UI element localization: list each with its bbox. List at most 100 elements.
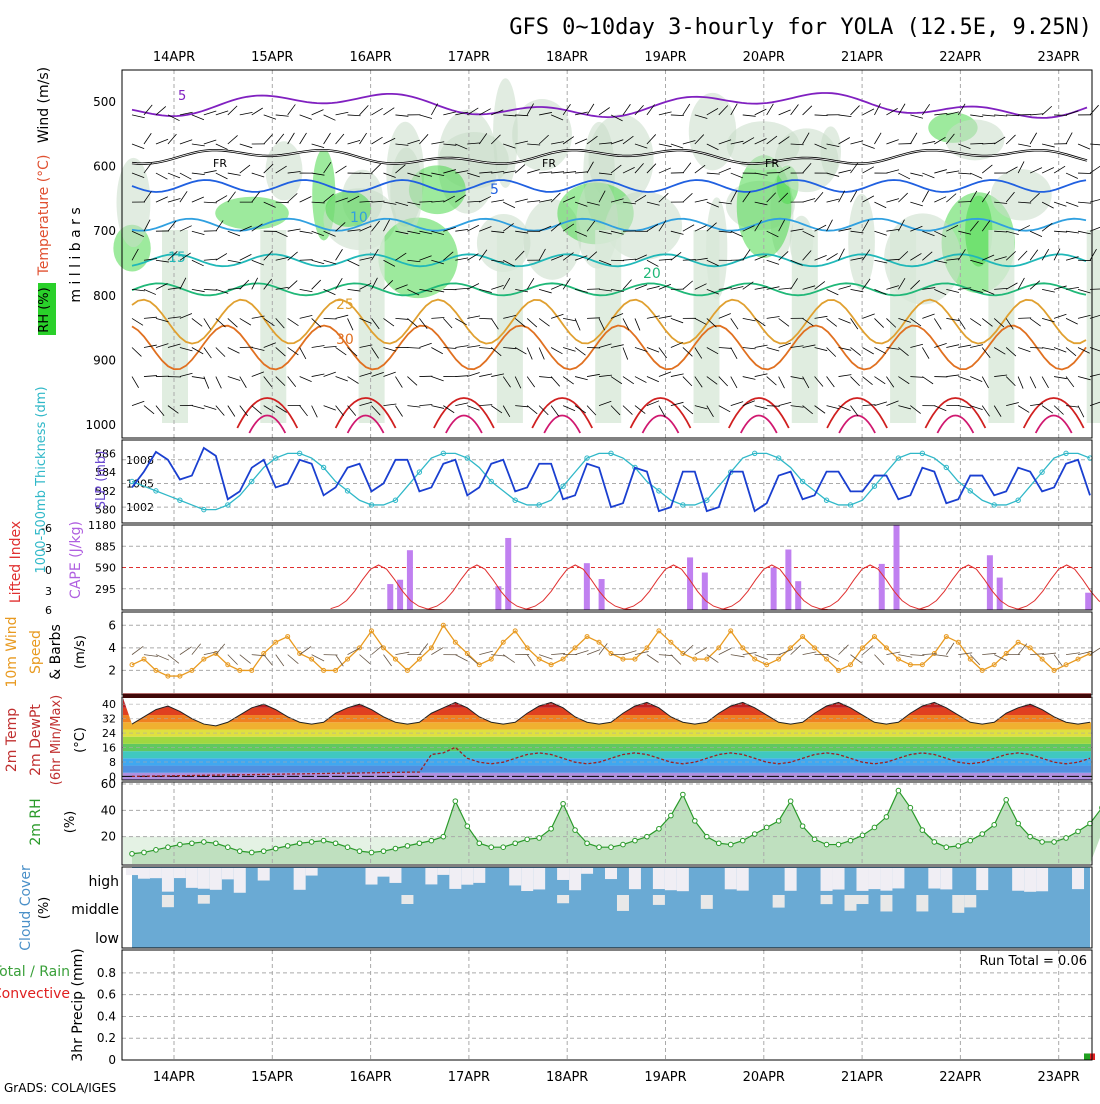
cape-tick: 295: [95, 583, 116, 596]
date-label-bottom: 21APR: [841, 1070, 883, 1085]
rh-point: [381, 849, 386, 854]
rh-point: [130, 851, 135, 856]
panel-frame-wnd: [122, 612, 1092, 695]
panel-frame-slp: [122, 440, 1092, 523]
wind10m-label: 10m Wind: [4, 616, 20, 687]
rh-point: [261, 849, 266, 854]
cloud-mid-gap: [880, 895, 892, 911]
rh-point: [992, 823, 997, 828]
cloud-high-gap: [521, 868, 533, 891]
cloud-high-gap: [892, 868, 904, 888]
rh-point: [202, 840, 207, 845]
rh-point: [716, 841, 721, 846]
rh-point: [393, 846, 398, 851]
rh-blob: [848, 194, 875, 290]
cloud-high-gap: [976, 868, 988, 890]
rh-tick: 40: [101, 803, 116, 817]
date-label-top: 20APR: [743, 50, 785, 65]
cloud-high-gap: [234, 868, 246, 893]
cloud-high-gap: [1036, 868, 1048, 891]
cape-bar: [387, 584, 393, 610]
temp-axis-label: Temperature (°C): [36, 155, 52, 277]
rh-point: [585, 841, 590, 846]
cloud-high-gap: [126, 868, 138, 875]
cloud-high-gap: [1072, 868, 1084, 889]
rh-point: [429, 838, 434, 843]
precip-tick: 0.6: [97, 988, 116, 1002]
temp-band: [123, 751, 1091, 758]
wind-axis-label: Wind (m/s): [36, 67, 52, 143]
cloud-high-gap: [868, 868, 880, 889]
rh-point: [1016, 821, 1021, 826]
rh-point: [944, 845, 949, 850]
cloud-high-gap: [306, 868, 318, 876]
cloud-high-gap: [653, 868, 665, 889]
cloud-high-gap: [425, 868, 437, 884]
rh-point: [1076, 829, 1081, 834]
li-tick: 6: [45, 604, 52, 617]
dewpt2m-label: 2m DewPt: [28, 704, 44, 776]
date-label-top: 23APR: [1038, 50, 1080, 65]
panel-frame-pr: [122, 950, 1092, 1060]
cape-bar: [1085, 593, 1091, 610]
rh-point: [848, 838, 853, 843]
rh-point: [237, 849, 242, 854]
cloud-high-gap: [737, 868, 749, 891]
pressure-tick: 1000: [85, 418, 116, 432]
temp-tick: 40: [102, 698, 116, 711]
date-label-bottom: 16APR: [349, 1070, 391, 1085]
pressure-axis-label: m i l l i b a r s: [68, 207, 84, 302]
cloud-high-gap: [437, 868, 449, 875]
wind10m-unit: (m/s): [73, 635, 88, 669]
cape-tick: 885: [95, 540, 116, 553]
date-label-top: 17APR: [448, 50, 490, 65]
rh-point: [453, 799, 458, 804]
chart-title: GFS 0~10day 3-hourly for YOLA (12.5E, 9.…: [509, 15, 1092, 40]
rh-point: [226, 845, 231, 850]
rh-point: [633, 838, 638, 843]
rh-point: [932, 840, 937, 845]
rh-point: [693, 819, 698, 824]
pressure-tick: 600: [93, 160, 116, 174]
rh-point: [812, 837, 817, 842]
rh-point: [333, 841, 338, 846]
rh-axis-label: RH (%): [37, 287, 52, 332]
rh2m-label: 2m RH: [28, 798, 44, 845]
cape-bar: [771, 568, 777, 611]
rh-column: [359, 230, 385, 423]
rh-point: [776, 819, 781, 824]
rh-tick: 20: [101, 830, 116, 844]
rh-point: [1052, 840, 1057, 845]
cloud-high-gap: [581, 868, 593, 874]
contour-label: 25: [336, 297, 354, 313]
rh-point: [249, 850, 254, 855]
date-label-top: 18APR: [546, 50, 588, 65]
cloud-mid-gap: [916, 895, 928, 911]
cloud-high-gap: [509, 868, 521, 885]
rh-point: [537, 836, 542, 841]
rh-point: [860, 833, 865, 838]
cloud-high-gap: [880, 868, 892, 891]
cloud-mid-gap: [162, 895, 174, 907]
rh-point: [1064, 836, 1069, 841]
wind10m-barbs-label: & Barbs: [48, 624, 64, 680]
date-label-bottom: 23APR: [1038, 1070, 1080, 1085]
rh-point: [357, 849, 362, 854]
cloud-mid-gap: [821, 895, 833, 904]
precip-convective-label: Convective: [0, 986, 70, 1002]
cloud-high-gap: [629, 868, 641, 889]
cloud-high-gap: [785, 868, 797, 891]
wind-barb: [324, 318, 337, 319]
rh-point: [405, 844, 410, 849]
cloud-high-gap: [150, 868, 162, 878]
li-axis-label: Lifted Index: [8, 521, 24, 603]
rh2m-unit: (%): [63, 811, 78, 834]
cape-tick: 1180: [88, 519, 116, 532]
rh-point: [166, 845, 171, 850]
rh-point: [417, 841, 422, 846]
temp-band: [123, 766, 1091, 773]
contour-label: 5: [178, 89, 186, 104]
temp-band: [123, 737, 1091, 744]
